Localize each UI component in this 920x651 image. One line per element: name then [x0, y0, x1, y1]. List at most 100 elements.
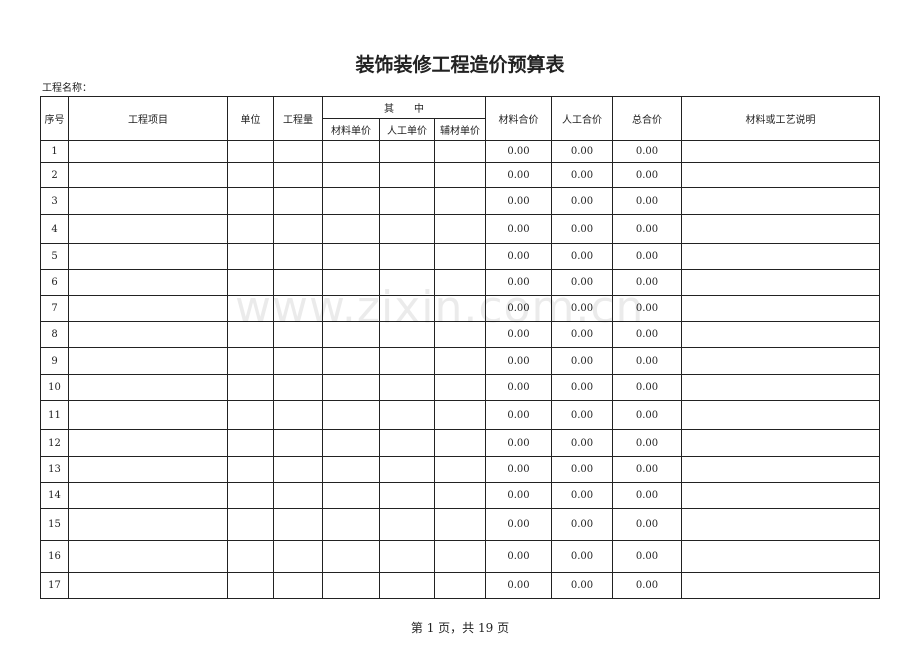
cell-item — [68, 347, 228, 375]
cell-unit — [227, 374, 274, 401]
cell-seq: 1 — [40, 140, 69, 163]
cell-mat-price — [322, 321, 380, 348]
cell-item — [68, 429, 228, 457]
cell-qty — [273, 400, 323, 430]
cell-seq: 15 — [40, 508, 69, 541]
cell-seq: 13 — [40, 456, 69, 483]
header-mat-total: 材料合价 — [485, 96, 552, 141]
cell-mat-total: 0.00 — [485, 162, 552, 188]
cell-item — [68, 214, 228, 244]
cell-mat-price — [322, 269, 380, 296]
cell-seq: 16 — [40, 540, 69, 573]
cell-total: 0.00 — [612, 243, 682, 270]
cell-total: 0.00 — [612, 162, 682, 188]
cell-total: 0.00 — [612, 295, 682, 322]
cell-mat-total: 0.00 — [485, 508, 552, 541]
header-labor-total: 人工合价 — [551, 96, 613, 141]
cell-labor-total: 0.00 — [551, 429, 613, 457]
cell-qty — [273, 572, 323, 599]
cell-labor-price — [379, 429, 435, 457]
cell-total: 0.00 — [612, 482, 682, 509]
cell-seq: 10 — [40, 374, 69, 401]
table-row: 17 0.00 0.00 0.00 — [40, 572, 880, 599]
cell-total: 0.00 — [612, 456, 682, 483]
cell-desc — [681, 429, 880, 457]
cell-qty — [273, 429, 323, 457]
cell-unit — [227, 456, 274, 483]
cell-total: 0.00 — [612, 321, 682, 348]
cell-qty — [273, 508, 323, 541]
cell-seq: 3 — [40, 187, 69, 215]
table-row: 3 0.00 0.00 0.00 — [40, 187, 880, 215]
cell-unit — [227, 295, 274, 322]
cell-labor-total: 0.00 — [551, 572, 613, 599]
cell-mat-total: 0.00 — [485, 347, 552, 375]
cell-mat-price — [322, 429, 380, 457]
cell-labor-price — [379, 347, 435, 375]
cell-desc — [681, 321, 880, 348]
cell-aux-price — [434, 321, 486, 348]
cell-labor-price — [379, 295, 435, 322]
cell-unit — [227, 140, 274, 163]
cell-mat-total: 0.00 — [485, 243, 552, 270]
cell-desc — [681, 572, 880, 599]
cell-unit — [227, 540, 274, 573]
budget-table: 序号 工程项目 单位 工程量 其 中 材料合价 人工合价 总合价 材料或工艺说明… — [40, 96, 880, 599]
header-qty: 工程量 — [273, 96, 323, 141]
cell-total: 0.00 — [612, 540, 682, 573]
cell-labor-total: 0.00 — [551, 540, 613, 573]
cell-labor-total: 0.00 — [551, 140, 613, 163]
cell-seq: 5 — [40, 243, 69, 270]
cell-aux-price — [434, 214, 486, 244]
cell-seq: 17 — [40, 572, 69, 599]
cell-labor-price — [379, 572, 435, 599]
cell-aux-price — [434, 540, 486, 573]
cell-qty — [273, 347, 323, 375]
cell-mat-total: 0.00 — [485, 214, 552, 244]
cell-labor-price — [379, 140, 435, 163]
cell-labor-total: 0.00 — [551, 347, 613, 375]
cell-qty — [273, 540, 323, 573]
cell-labor-total: 0.00 — [551, 187, 613, 215]
cell-unit — [227, 243, 274, 270]
cell-total: 0.00 — [612, 214, 682, 244]
header-aux-price: 辅材单价 — [434, 118, 486, 141]
cell-mat-price — [322, 456, 380, 483]
cell-mat-price — [322, 374, 380, 401]
cell-labor-price — [379, 214, 435, 244]
cell-qty — [273, 456, 323, 483]
cell-labor-price — [379, 540, 435, 573]
cell-mat-price — [322, 140, 380, 163]
cell-aux-price — [434, 295, 486, 322]
cell-desc — [681, 540, 880, 573]
cell-qty — [273, 269, 323, 296]
cell-aux-price — [434, 162, 486, 188]
cell-mat-price — [322, 187, 380, 215]
table-row: 14 0.00 0.00 0.00 — [40, 482, 880, 509]
cell-desc — [681, 374, 880, 401]
cell-unit — [227, 187, 274, 215]
cell-mat-total: 0.00 — [485, 321, 552, 348]
cell-unit — [227, 269, 274, 296]
header-desc: 材料或工艺说明 — [681, 96, 880, 141]
header-unit: 单位 — [227, 96, 274, 141]
cell-labor-price — [379, 187, 435, 215]
cell-labor-price — [379, 400, 435, 430]
cell-qty — [273, 243, 323, 270]
cell-labor-price — [379, 374, 435, 401]
cell-labor-total: 0.00 — [551, 243, 613, 270]
header-mat-price: 材料单价 — [322, 118, 380, 141]
header-seq: 序号 — [40, 96, 69, 141]
cell-item — [68, 456, 228, 483]
cell-unit — [227, 508, 274, 541]
cell-mat-total: 0.00 — [485, 187, 552, 215]
cell-item — [68, 295, 228, 322]
header-group: 其 中 — [322, 96, 486, 119]
cell-unit — [227, 429, 274, 457]
cell-desc — [681, 482, 880, 509]
cell-item — [68, 243, 228, 270]
cell-aux-price — [434, 269, 486, 296]
cell-total: 0.00 — [612, 187, 682, 215]
cell-item — [68, 321, 228, 348]
table-row: 2 0.00 0.00 0.00 — [40, 162, 880, 188]
